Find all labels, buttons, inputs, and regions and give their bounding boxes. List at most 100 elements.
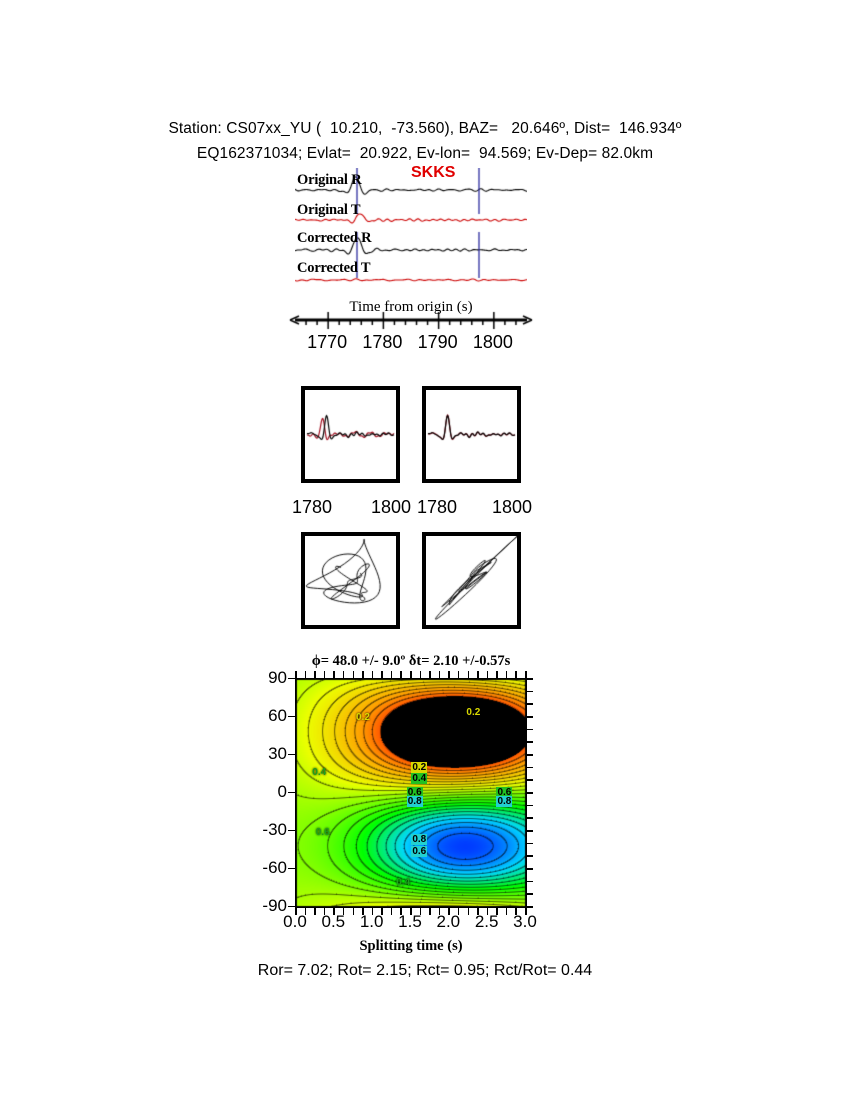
contour-minor-tick	[526, 678, 533, 680]
contour-minor-tick	[457, 671, 460, 679]
contour-minor-tick	[515, 907, 517, 915]
contour-ytick-mark	[288, 829, 296, 832]
contour-minor-tick	[323, 907, 326, 915]
contour-minor-tick	[477, 671, 479, 679]
contour-minor-tick	[526, 893, 533, 895]
contour-minor-tick	[295, 907, 297, 915]
contour-minor-tick	[526, 792, 533, 794]
contour-minor-tick	[342, 907, 345, 915]
contour-minor-tick	[323, 671, 326, 679]
contour-minor-tick	[477, 907, 479, 915]
contour-minor-tick	[314, 907, 316, 915]
contour-minor-tick	[400, 671, 402, 679]
contour-ytick-30: 30	[268, 744, 287, 763]
contour-minor-tick	[467, 671, 469, 679]
waveform-traces	[295, 168, 527, 296]
contour-minor-tick	[526, 716, 533, 718]
contour-minor-tick	[304, 907, 307, 915]
contour-xtick-1p5: 1.5	[398, 912, 422, 931]
contour-label-0p6-5: 0.6	[406, 787, 423, 799]
contour-label-0p8-10: 0.8	[411, 833, 428, 845]
contour-ytick-mark	[288, 867, 296, 870]
contour-ytick-neg30: -30	[262, 820, 287, 839]
trace-label-corrected-t: Corrected T	[297, 260, 371, 276]
contour-label-0p4-4: 0.4	[411, 773, 428, 785]
time-tick-1790: 1790	[417, 332, 458, 352]
contour-label-0p6-9: 0.6	[315, 827, 330, 839]
contour-xtick-2p5: 2.5	[474, 912, 499, 931]
contour-minor-tick	[526, 855, 533, 857]
waveform-box-uncorrected	[301, 386, 400, 483]
contour-minor-tick	[526, 804, 533, 807]
contour-minor-tick	[438, 671, 441, 679]
contour-ytick-mark	[288, 791, 296, 794]
contour-minor-tick	[419, 907, 422, 915]
waveform-box-corrected	[422, 386, 521, 483]
contour-ytick-mark	[288, 753, 296, 756]
contour-minor-tick	[381, 907, 383, 915]
contour-title: ϕ= 48.0 +/- 9.0º δt= 2.10 +/-0.57s	[311, 653, 511, 669]
contour-minor-tick	[486, 907, 489, 915]
contour-ytick-60: 60	[268, 706, 287, 725]
contour-xtick-2p0: 2.0	[436, 912, 461, 931]
contour-minor-tick	[390, 907, 393, 915]
contour-label-0p8-6: 0.8	[406, 796, 423, 808]
wavebox-right-tick-start: 1780	[417, 497, 458, 517]
contour-minor-tick	[410, 671, 412, 679]
contour-minor-tick	[429, 671, 431, 679]
contour-label-0p4-2: 0.4	[312, 766, 327, 778]
event-info-line: EQ162371034; Evlat= 20.922, Ev-lon= 94.5…	[196, 145, 654, 162]
contour-minor-tick	[333, 907, 335, 915]
contour-label-0p2-0: 0.2	[356, 711, 370, 723]
contour-xtick-0p0: 0.0	[283, 912, 307, 931]
contour-minor-tick	[304, 671, 307, 679]
contour-label-0p8-8: 0.8	[496, 796, 513, 808]
contour-minor-tick	[352, 907, 354, 915]
contour-minor-tick	[381, 671, 383, 679]
contour-minor-tick	[526, 754, 533, 756]
time-axis-title: Time from origin (s)	[349, 299, 473, 315]
contour-minor-tick	[526, 766, 533, 769]
contour-minor-tick	[505, 907, 508, 915]
contour-minor-tick	[526, 880, 533, 883]
time-tick-1770: 1770	[307, 332, 348, 352]
contour-minor-tick	[526, 779, 533, 781]
contour-ytick-mark	[288, 677, 296, 680]
contour-ytick-90: 90	[268, 668, 287, 687]
contour-minor-tick	[525, 671, 527, 679]
contour-ytick-mark	[288, 715, 296, 718]
skks-phase-label: SKKS	[411, 164, 456, 181]
contour-minor-tick	[448, 671, 450, 679]
contour-minor-tick	[526, 868, 533, 870]
contour-minor-tick	[526, 703, 533, 705]
contour-x-axis-label: Splitting time (s)	[359, 938, 463, 954]
wavebox-left-tick-end: 1800	[371, 497, 412, 517]
contour-minor-tick	[457, 907, 460, 915]
time-tick-1780: 1780	[362, 332, 403, 352]
contour-ytick-0: 0	[277, 782, 287, 801]
station-info-line: Station: CS07xx_YU ( 10.210, -73.560), B…	[168, 120, 682, 137]
contour-minor-tick	[371, 907, 374, 915]
wavebox-right-tick-end: 1800	[492, 497, 533, 517]
contour-minor-tick	[515, 671, 517, 679]
contour-minor-tick	[429, 907, 431, 915]
contour-minor-tick	[486, 671, 489, 679]
contour-ytick-mark	[288, 905, 296, 908]
contour-ytick-neg60: -60	[262, 858, 287, 877]
contour-minor-tick	[496, 907, 498, 915]
time-tick-1800: 1800	[472, 332, 513, 352]
contour-minor-tick	[342, 671, 345, 679]
contour-minor-tick	[419, 671, 422, 679]
contour-minor-tick	[362, 671, 364, 679]
time-axis: Time from origin (s) 1770 1780 1790 1800	[287, 299, 535, 358]
contour-minor-tick	[526, 906, 533, 908]
quality-metrics: Ror= 7.02; Rot= 2.15; Rct= 0.95; Rct/Rot…	[257, 962, 593, 979]
hodogram-box-corrected	[422, 532, 521, 629]
contour-minor-tick	[505, 671, 508, 679]
contour-minor-tick	[496, 671, 498, 679]
time-axis-ticks	[287, 300, 535, 358]
contour-label-0p6-11: 0.6	[411, 846, 428, 858]
contour-ytick-neg90: -90	[262, 896, 287, 915]
contour-minor-tick	[526, 741, 533, 743]
